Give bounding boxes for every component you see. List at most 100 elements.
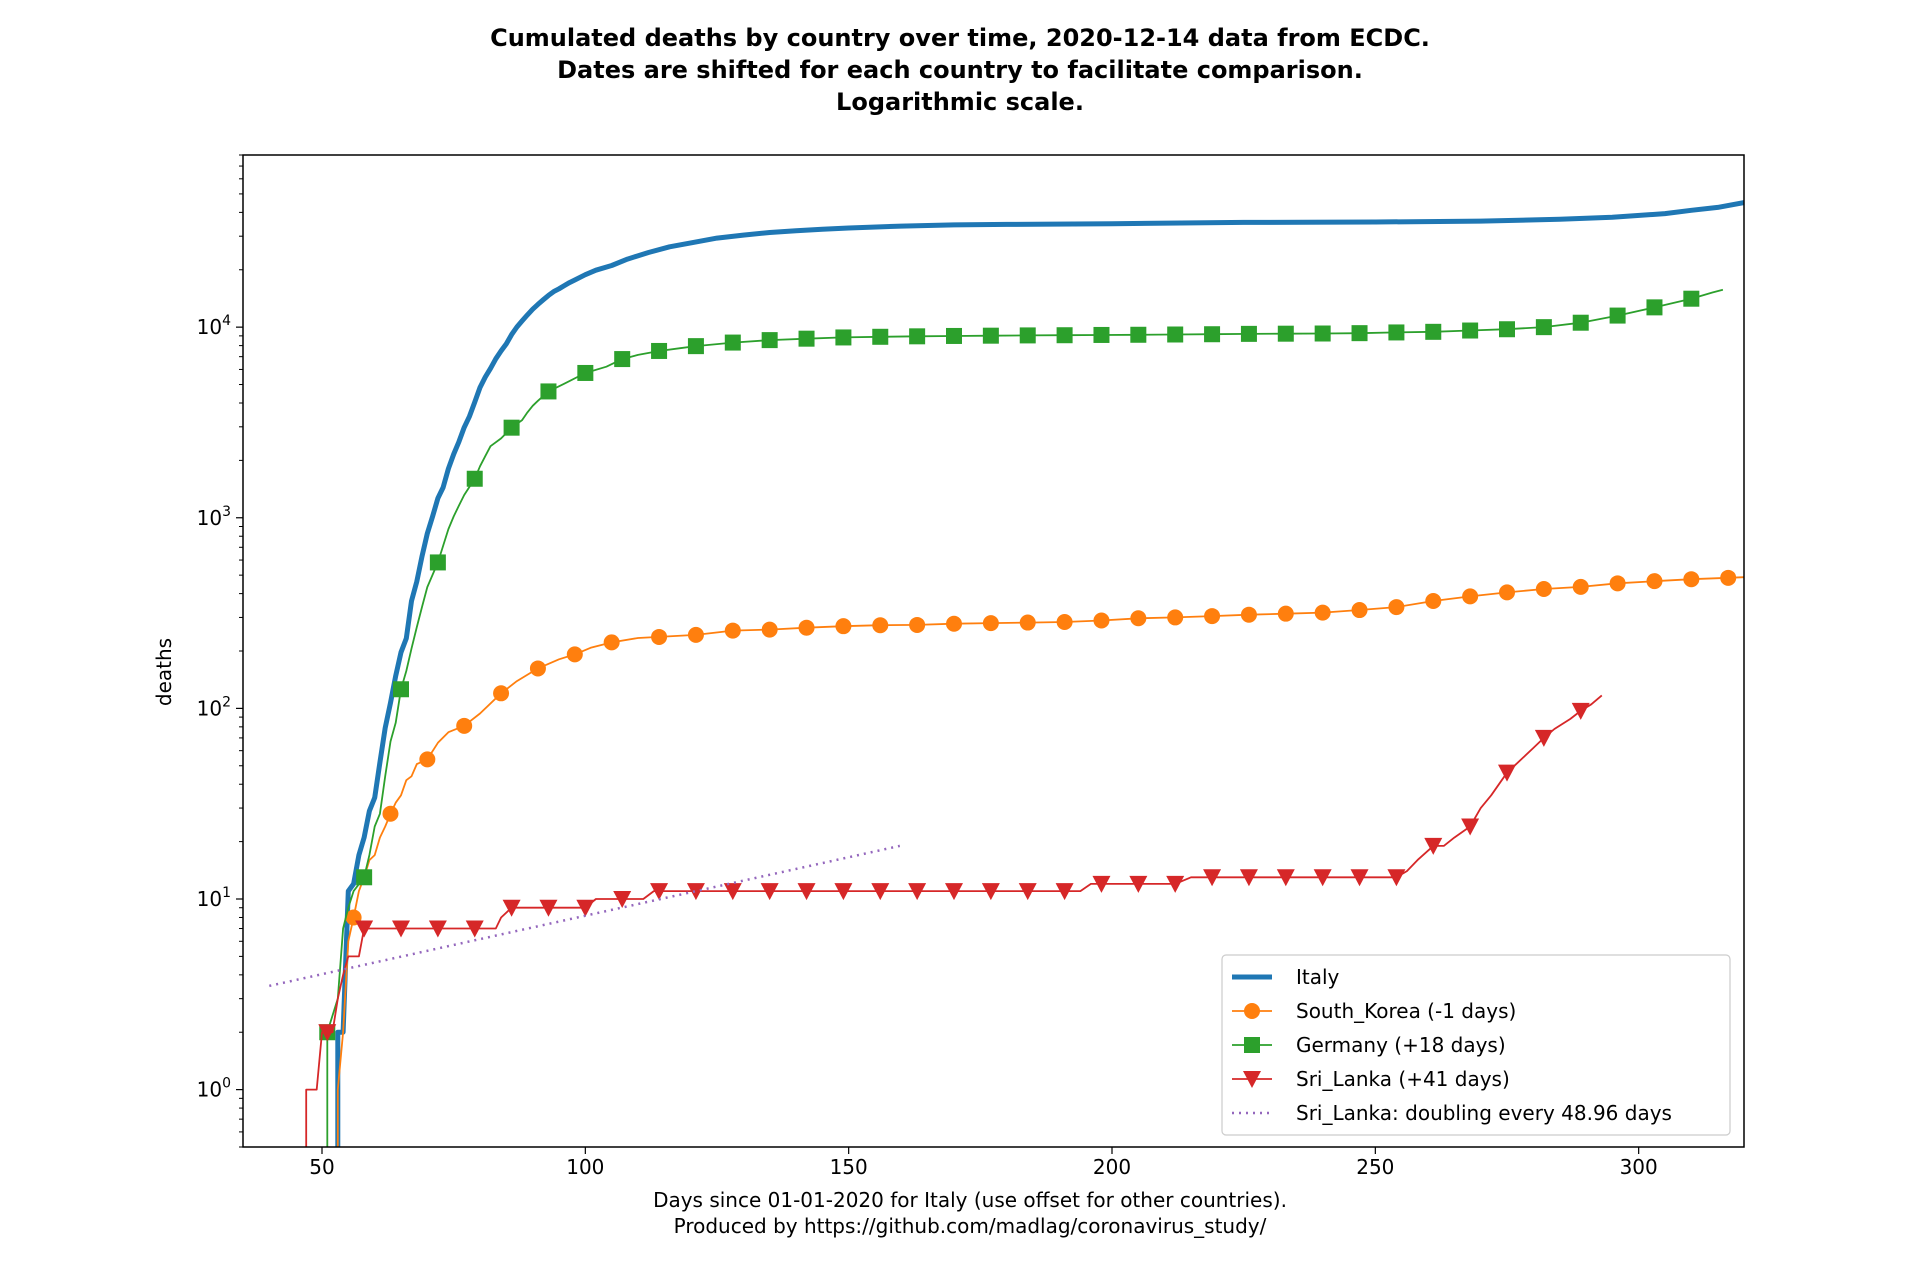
series-1-point [1240,606,1257,623]
series-2-point [1499,321,1515,338]
x-axis-label-line-1: Days since 01-01-2020 for Italy (use off… [653,1188,1287,1212]
series-1-point [382,805,399,822]
series-2-point [982,327,999,344]
series-2-point [1093,326,1110,343]
series-2-point [540,383,557,400]
y-axis-label: deaths [152,637,177,707]
series-2-point [503,419,520,436]
legend-label-4: Sri_Lanka: doubling every 48.96 days [1296,1101,1672,1125]
series-line-0 [335,200,1744,1147]
series-1-point [651,628,668,645]
series-3-point [760,883,779,901]
series-2-point [946,327,962,344]
axis-layer: 50 100 150 200 250 300 100 101 102 103 104 [197,154,1658,1179]
series-3-point [355,920,374,938]
y-tick-label-10000: 104 [197,313,231,339]
series-3-point [1350,869,1369,887]
series-1-point [1277,605,1294,622]
series-2-point [835,329,852,346]
series-1-point [1056,613,1073,630]
legend-label-1: South_Korea (-1 days) [1296,999,1516,1023]
series-line-4 [269,844,901,988]
series-2-point [1167,326,1184,343]
series-1-point [1683,571,1700,588]
legend-marker-3 [1243,1071,1261,1088]
series-3-point [908,883,927,901]
series-1-point [872,617,889,634]
x-tick-label-100: 100 [566,1155,604,1179]
series-3-point [1571,702,1590,720]
series-3-point [1018,883,1037,901]
series-2-point [872,328,889,345]
series-1-point [1093,612,1110,629]
series-1-point [1314,604,1331,621]
series-2-point [1425,323,1442,340]
y-tick-label-10: 101 [197,885,231,911]
legend-label-3: Sri_Lanka (+41 days) [1296,1067,1510,1091]
series-3-point [1239,869,1258,887]
series-1-point [566,646,583,663]
series-2-point [466,470,483,487]
series-2-point [1204,326,1221,343]
series-1-point [1425,592,1442,609]
series-line-3 [305,694,1603,1147]
series-2-point [577,364,594,381]
legend-label-0: Italy [1296,965,1340,989]
legend-marker-2 [1244,1037,1260,1053]
series-3-point [650,883,669,901]
series-1-point [982,615,999,632]
series-2-point [1535,319,1552,336]
series-2-point [356,869,373,886]
series-2-point [393,681,409,698]
series-1-point [761,621,778,638]
legend-label-2: Germany (+18 days) [1296,1033,1506,1057]
series-2-point [1646,299,1663,316]
series-1-point [1130,610,1147,627]
series-3-point [871,883,890,901]
series-2-point [1388,324,1405,341]
series-3-point [1055,883,1074,901]
series-1-point [1019,614,1036,631]
chart-title-line-1: Cumulated deaths by country over time, 2… [490,24,1430,52]
series-2-point [1277,325,1294,342]
x-axis-label-line-2: Produced by https://github.com/madlag/co… [673,1214,1267,1238]
series-1-point [1167,609,1184,626]
series-1-point [909,616,926,633]
series-3-point [502,899,521,917]
series-3-point [1387,869,1406,887]
series-3-point [981,883,1000,901]
series-layer [269,200,1744,1147]
series-1-point [419,751,436,768]
series-3-point [428,920,447,938]
series-1-point [1535,580,1552,597]
legend-marker-1 [1244,1003,1260,1019]
x-tick-label-200: 200 [1093,1155,1131,1179]
series-3-point [797,883,816,901]
series-2-point [798,330,815,347]
series-1-point [1646,573,1663,590]
series-2-point [429,554,446,571]
series-2-point [1462,322,1479,339]
series-3-point [1276,869,1295,887]
series-2-point [1572,314,1589,331]
series-1-point [1351,602,1368,619]
series-1-point [1499,584,1515,601]
chart-title-line-2: Dates are shifted for each country to fa… [557,56,1363,84]
series-1-point [603,634,620,651]
series-3-point [1203,869,1222,887]
series-2-point [909,328,926,345]
series-2-point [761,332,778,349]
series-2-point [687,338,704,355]
series-1-point [529,660,546,677]
series-1-point [1609,575,1626,592]
legend: Italy South_Korea (-1 days) Germany (+18 d… [1221,954,1731,1136]
series-1-point [946,615,962,632]
chart-title-line-3: Logarithmic scale. [836,88,1084,116]
series-2-point [1351,325,1368,342]
series-2-point [724,334,741,351]
series-3-point [834,883,853,901]
series-2-point [1019,327,1036,344]
series-1-point [1388,599,1405,616]
series-3-point [1534,729,1553,747]
